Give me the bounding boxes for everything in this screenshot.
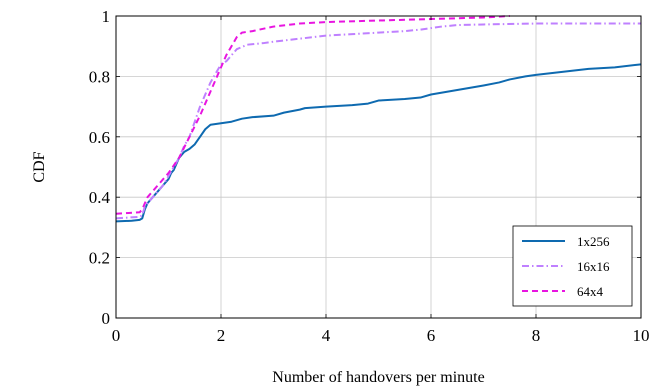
series-line-64x4 — [115, 15, 510, 215]
y-tick-label: 0 — [102, 309, 111, 328]
x-tick-label: 6 — [427, 326, 436, 345]
x-tick-label: 4 — [322, 326, 331, 345]
axis-ticks — [115, 15, 642, 319]
y-tick-labels: 0 0.2 0.4 0.6 0.8 1 — [89, 7, 111, 328]
series-line-1x256 — [115, 63, 642, 223]
series-layer — [115, 15, 642, 223]
series-line-16x16 — [115, 22, 641, 220]
x-tick-label: 10 — [633, 326, 650, 345]
legend-box — [512, 225, 633, 307]
y-axis-label: CDF — [31, 151, 48, 182]
legend-label-64x4: 64x4 — [577, 284, 604, 299]
x-tick-labels: 0 2 4 6 8 10 — [112, 326, 650, 345]
x-tick-label: 0 — [112, 326, 121, 345]
y-tick-label: 1 — [102, 7, 111, 26]
legend-label-16x16: 16x16 — [577, 259, 610, 274]
x-axis-label: Number of handovers per minute — [272, 369, 484, 386]
y-tick-label: 0.6 — [89, 128, 110, 147]
plot-frame — [115, 15, 642, 319]
legend-label-1x256: 1x256 — [577, 234, 610, 249]
x-tick-label: 2 — [217, 326, 226, 345]
legend: 1x256 16x16 64x4 — [512, 225, 633, 307]
y-tick-label: 0.8 — [89, 67, 110, 86]
y-tick-label: 0.4 — [89, 188, 111, 207]
y-tick-label: 0.2 — [89, 249, 110, 268]
x-tick-label: 8 — [532, 326, 541, 345]
